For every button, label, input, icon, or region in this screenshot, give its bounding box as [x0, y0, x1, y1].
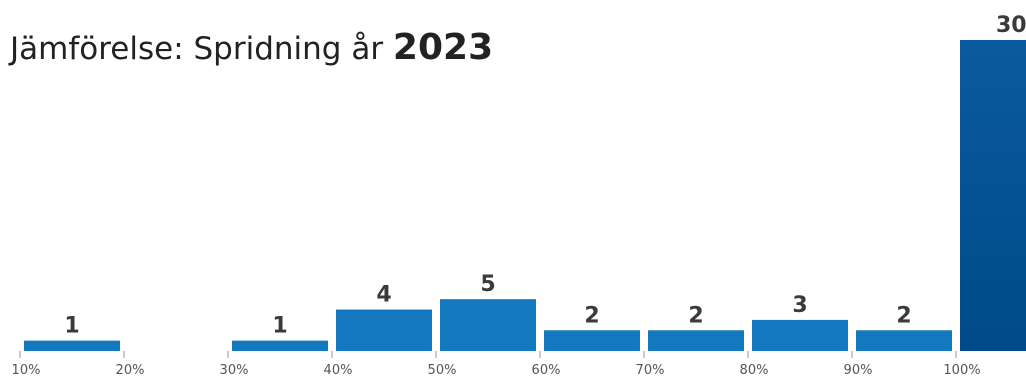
- bar-value-label-7: 3: [792, 293, 807, 318]
- x-tick-label-8: 90%: [844, 363, 873, 376]
- bar-value-label-0: 1: [64, 314, 79, 339]
- x-tick-label-7: 80%: [740, 363, 769, 376]
- value-labels-layer: 1 1 4 5 2 2 3 2 30: [64, 13, 1026, 339]
- bar-value-label-4: 5: [480, 272, 495, 297]
- chart-title-text: Jämförelse: Spridning år: [10, 31, 384, 67]
- x-tick-label-5: 60%: [532, 363, 561, 376]
- x-tick-label-2: 30%: [220, 363, 249, 376]
- chart-title-year: 2023: [392, 27, 494, 68]
- x-tick-label-9: 100%: [943, 363, 980, 376]
- bar-6: [648, 330, 744, 351]
- x-axis: 10% 20% 30% 40% 50% 60% 70% 80% 90% 100%: [12, 351, 981, 376]
- x-tick-label-3: 40%: [324, 363, 353, 376]
- bar-value-label-5: 2: [584, 303, 599, 328]
- bar-5: [544, 330, 640, 351]
- bar-7: [752, 319, 848, 351]
- x-tick-label-6: 70%: [636, 363, 665, 376]
- bar-8: [856, 330, 952, 351]
- x-tick-label-4: 50%: [428, 363, 457, 376]
- bar-value-label-6: 2: [688, 303, 703, 328]
- x-tick-label-0: 10%: [12, 363, 41, 376]
- bar-2: [232, 340, 328, 351]
- bar-0: [24, 340, 120, 351]
- bar-value-label-8: 2: [896, 303, 911, 328]
- bar-value-label-3: 4: [376, 283, 391, 308]
- bar-value-label-2: 1: [272, 314, 287, 339]
- chart-title: Jämförelse: Spridning år 2023: [10, 30, 493, 66]
- bar-9: [960, 40, 1026, 351]
- bars-layer: [24, 40, 1026, 351]
- bar-4: [440, 299, 536, 351]
- bar-value-label-9: 30: [996, 13, 1026, 38]
- x-tick-label-1: 20%: [116, 363, 145, 376]
- bar-3: [336, 309, 432, 351]
